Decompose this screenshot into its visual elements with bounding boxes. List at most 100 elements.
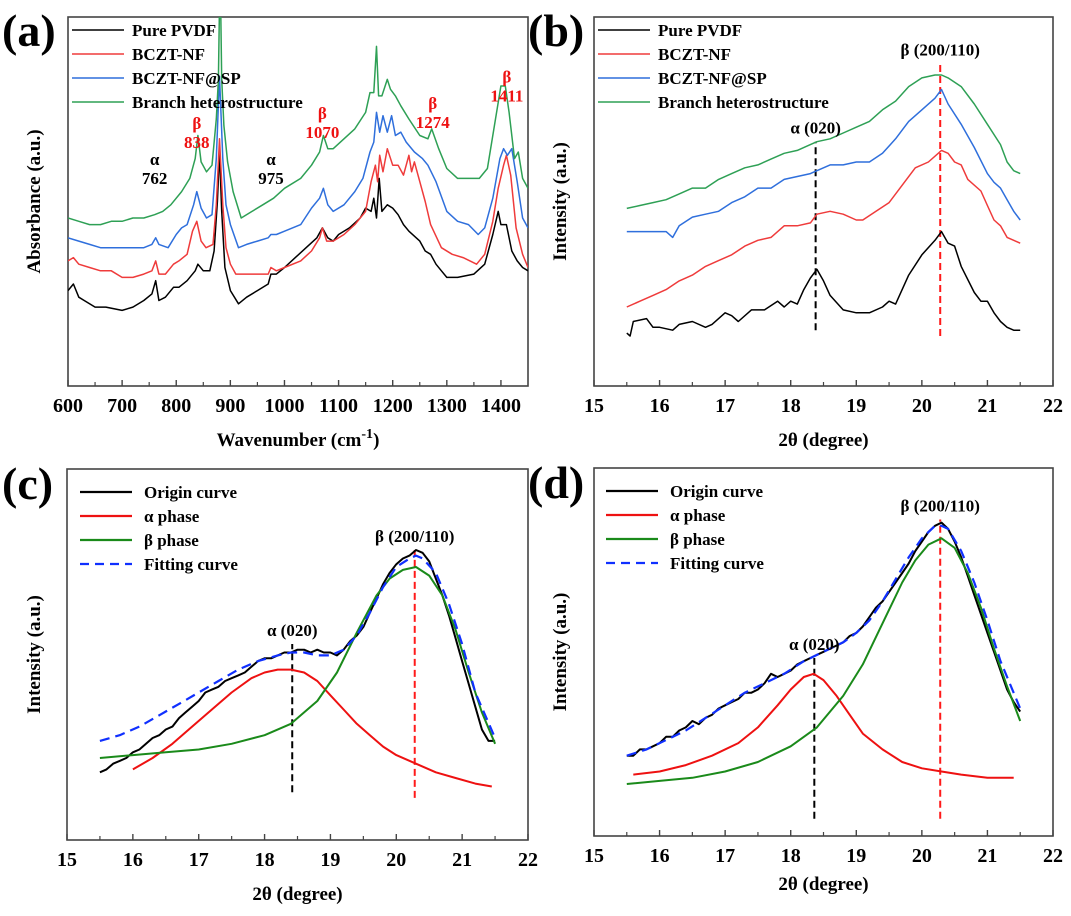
panel-label-d: (d)	[528, 457, 584, 508]
x-tick-label: 1200	[373, 395, 413, 417]
y-axis-title: Intensity (a.u.)	[550, 593, 571, 712]
series-line--phase	[99, 566, 497, 759]
series-line-origin-curve	[99, 549, 496, 774]
x-axis-title-superscript: -1	[361, 427, 373, 442]
x-axis-title: 2θ (degree)	[778, 874, 868, 895]
series-line--phase	[132, 668, 492, 788]
plot-area	[626, 63, 1021, 337]
plot-frame	[66, 468, 529, 841]
peak-annotation-symbol: β	[428, 94, 437, 113]
peak-annotation-wavenumber: 1070	[305, 123, 339, 142]
x-tick-label: 19	[846, 395, 866, 417]
x-tick-label: 20	[386, 849, 406, 871]
legend-label: α phase	[144, 507, 200, 526]
x-tick-label: 16	[650, 395, 670, 417]
panel-d-xrd-peak-fitting: (d) 15 16 17 18 19 20 21 22 2θ (degree) Intensity …	[528, 457, 1063, 895]
series-line--phase	[633, 672, 1014, 779]
legend-label: Fitting curve	[144, 555, 238, 574]
x-tick-label: 19	[846, 845, 866, 867]
legend-label: Branch heterostructure	[132, 93, 303, 112]
y-axis-title: Intensity (a.u.)	[550, 142, 571, 261]
legend-label: BCZT-NF	[132, 45, 205, 64]
series-line-bczt-nf	[626, 149, 1021, 308]
panel-a-ftir-spectra: (a) 600 700 800 900 1000 1100 1200 1300 1400 Waven…	[2, 5, 529, 451]
x-tick-label: 18	[781, 395, 801, 417]
legend-label: Origin curve	[670, 482, 763, 501]
x-axis-title: 2θ (degree)	[252, 884, 342, 905]
beta-peak-label: β (200/110)	[375, 527, 454, 546]
legend-label: BCZT-NF	[658, 45, 731, 64]
x-tick-label: 700	[107, 395, 137, 417]
x-tick-label: 1000	[264, 395, 304, 417]
x-tick-label: 18	[255, 849, 275, 871]
peak-annotation-symbol: α	[266, 150, 276, 169]
panel-label-a: (a)	[2, 5, 56, 56]
peak-annotation-symbol: α	[150, 150, 160, 169]
y-axis-title: Absorbance (a.u.)	[24, 129, 45, 273]
series-line-fitting-curve	[626, 524, 1022, 757]
x-tick-label: 22	[1043, 845, 1063, 867]
panel-label-c: (c)	[2, 458, 53, 509]
series-line-fitting-curve	[99, 554, 497, 742]
x-axis-title: 2θ (degree)	[778, 430, 868, 451]
x-tick-label: 16	[123, 849, 143, 871]
peak-annotation-wavenumber: 1411	[490, 87, 523, 106]
legend-label: BCZT-NF@SP	[132, 69, 241, 88]
panel-c-xrd-peak-fitting: (c) 15 16 17 18 19 20 21 22 2θ (degree) Intensity …	[2, 458, 538, 905]
panel-label-b: (b)	[528, 5, 584, 56]
plot-area	[68, 17, 528, 312]
x-axis-title: Wavenumber (cm-1)	[217, 427, 380, 451]
x-tick-label: 21	[977, 845, 997, 867]
peak-annotation-wavenumber: 838	[184, 133, 210, 152]
x-tick-label: 17	[715, 845, 735, 867]
x-tick-label: 20	[912, 845, 932, 867]
legend-label: α phase	[670, 506, 726, 525]
x-tick-label: 21	[977, 395, 997, 417]
legend-label: β phase	[144, 531, 199, 550]
x-tick-label: 22	[518, 849, 538, 871]
plot-area	[626, 519, 1022, 819]
x-tick-label: 15	[57, 849, 77, 871]
legend-label: β phase	[670, 530, 725, 549]
series-line-branch-heterostructure	[68, 17, 528, 226]
series-line--phase	[626, 537, 1022, 785]
series-line-branch-heterostructure	[626, 74, 1021, 210]
plot-frame	[67, 16, 529, 387]
x-tick-label: 21	[452, 849, 472, 871]
series-line-pure-pvdf	[626, 230, 1021, 337]
x-tick-label: 15	[584, 845, 604, 867]
panel-b-xrd-patterns: (b) 15 16 17 18 19 20 21 22 2θ (degree) Intensity …	[528, 5, 1063, 451]
plot-area	[99, 549, 497, 798]
x-tick-label: 22	[1043, 395, 1063, 417]
peak-annotation-symbol: β	[192, 114, 201, 133]
legend: Origin curve α phase β phase Fitting curve	[606, 482, 764, 573]
x-tick-label: 20	[912, 395, 932, 417]
peak-annotation-wavenumber: 762	[142, 169, 168, 188]
y-axis-title: Intensity (a.u.)	[24, 595, 45, 714]
legend-label: Fitting curve	[670, 554, 764, 573]
x-tick-label: 1100	[319, 395, 358, 417]
legend-label: Pure PVDF	[658, 21, 742, 40]
x-tick-label: 15	[584, 395, 604, 417]
x-tick-label: 17	[189, 849, 209, 871]
peak-annotation-symbol: β	[318, 104, 327, 123]
legend-label: Origin curve	[144, 483, 237, 502]
x-axis-title-suffix: )	[373, 430, 379, 451]
series-line-pure-pvdf	[68, 151, 528, 312]
legend: Pure PVDF BCZT-NF BCZT-NF@SP Branch heteros…	[72, 21, 303, 112]
beta-peak-label: β (200/110)	[901, 496, 980, 515]
legend-label: Branch heterostructure	[658, 93, 829, 112]
x-tick-label: 19	[320, 849, 340, 871]
x-tick-label: 900	[215, 395, 245, 417]
alpha-peak-label: α (020)	[267, 621, 318, 640]
legend: Pure PVDF BCZT-NF BCZT-NF@SP Branch heteros…	[598, 21, 829, 112]
alpha-peak-label: α (020)	[789, 635, 840, 654]
legend: Origin curve α phase β phase Fitting curve	[80, 483, 238, 574]
series-line-bczt-nf-sp	[68, 75, 528, 249]
x-tick-label: 600	[53, 395, 83, 417]
beta-peak-label: β (200/110)	[901, 40, 980, 59]
x-tick-label: 1300	[427, 395, 467, 417]
legend-label: Pure PVDF	[132, 21, 216, 40]
peak-annotation-symbol: β	[502, 68, 511, 87]
